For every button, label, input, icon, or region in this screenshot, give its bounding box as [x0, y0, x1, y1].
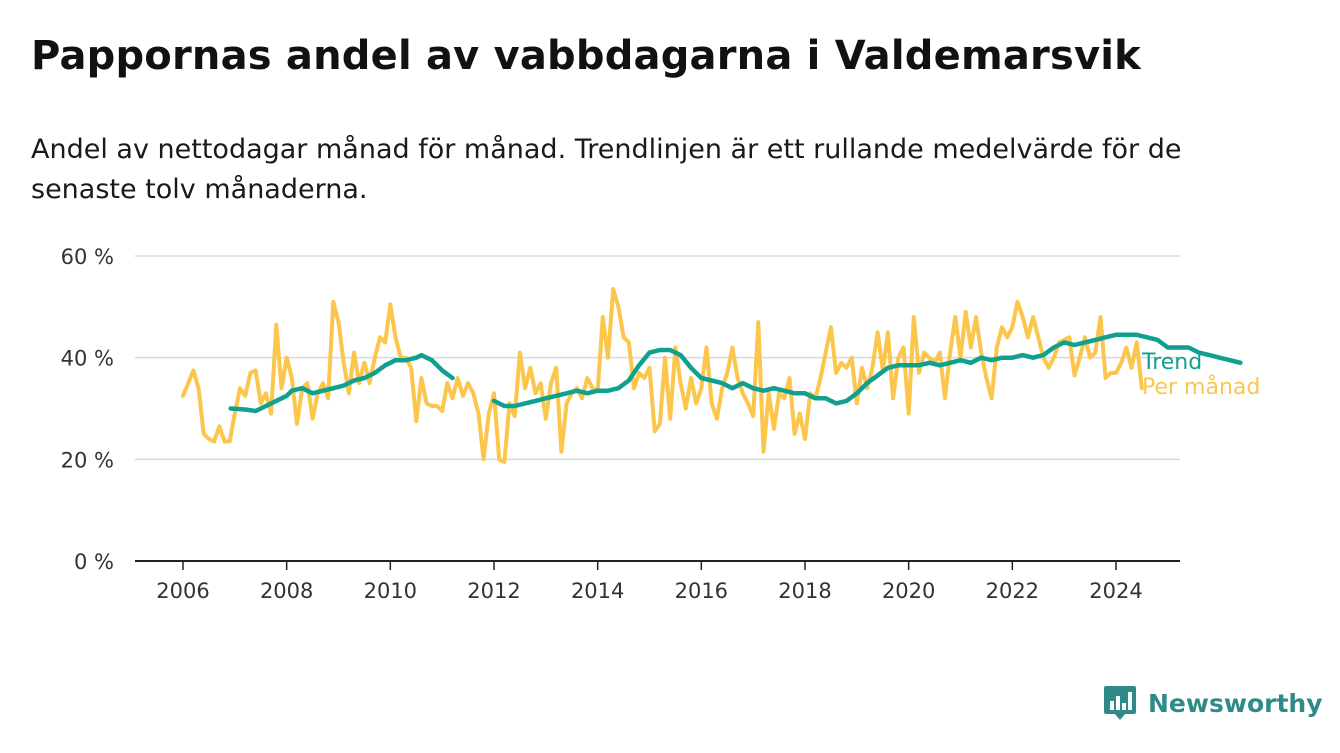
brand-name: Newsworthy [1148, 688, 1323, 718]
chart-subtitle: Andel av nettodagar månad för månad. Tre… [31, 134, 1182, 205]
newsworthy-logo-icon [1104, 686, 1136, 720]
x-tick-label: 2022 [986, 579, 1039, 603]
trend-series-line [228, 352, 455, 414]
x-tick-label: 2006 [156, 579, 209, 603]
trend-series-line [491, 332, 1243, 409]
y-tick-label: 0 % [74, 550, 114, 574]
x-tick-label: 2008 [260, 579, 313, 603]
monthly-series-label: Per månad [1142, 374, 1260, 400]
series-layer [181, 287, 1243, 464]
y-axis: 0 % 20 % 40 % 60 % [61, 245, 114, 574]
y-tick-label: 40 % [61, 347, 114, 371]
newsworthy-logo: Newsworthy [1103, 684, 1323, 722]
y-tick-label: 60 % [61, 245, 114, 269]
y-tick-label: 20 % [61, 448, 114, 472]
chart-title: Pappornas andel av vabbdagarna i Valdema… [31, 33, 1141, 79]
x-tick-label: 2014 [571, 579, 624, 603]
x-tick-label: 2016 [675, 579, 728, 603]
trend-series-label: Trend [1141, 350, 1202, 375]
x-tick-label: 2010 [364, 579, 417, 603]
x-tick-label: 2018 [778, 579, 831, 603]
x-tick-label: 2024 [1089, 579, 1142, 603]
x-tick-label: 2012 [467, 579, 520, 603]
x-axis: 2006 2008 2010 2012 2014 2016 2018 2020 2022 2024 [135, 560, 1180, 603]
x-tick-label: 2020 [882, 579, 935, 603]
monthly-series-line [181, 287, 1144, 464]
